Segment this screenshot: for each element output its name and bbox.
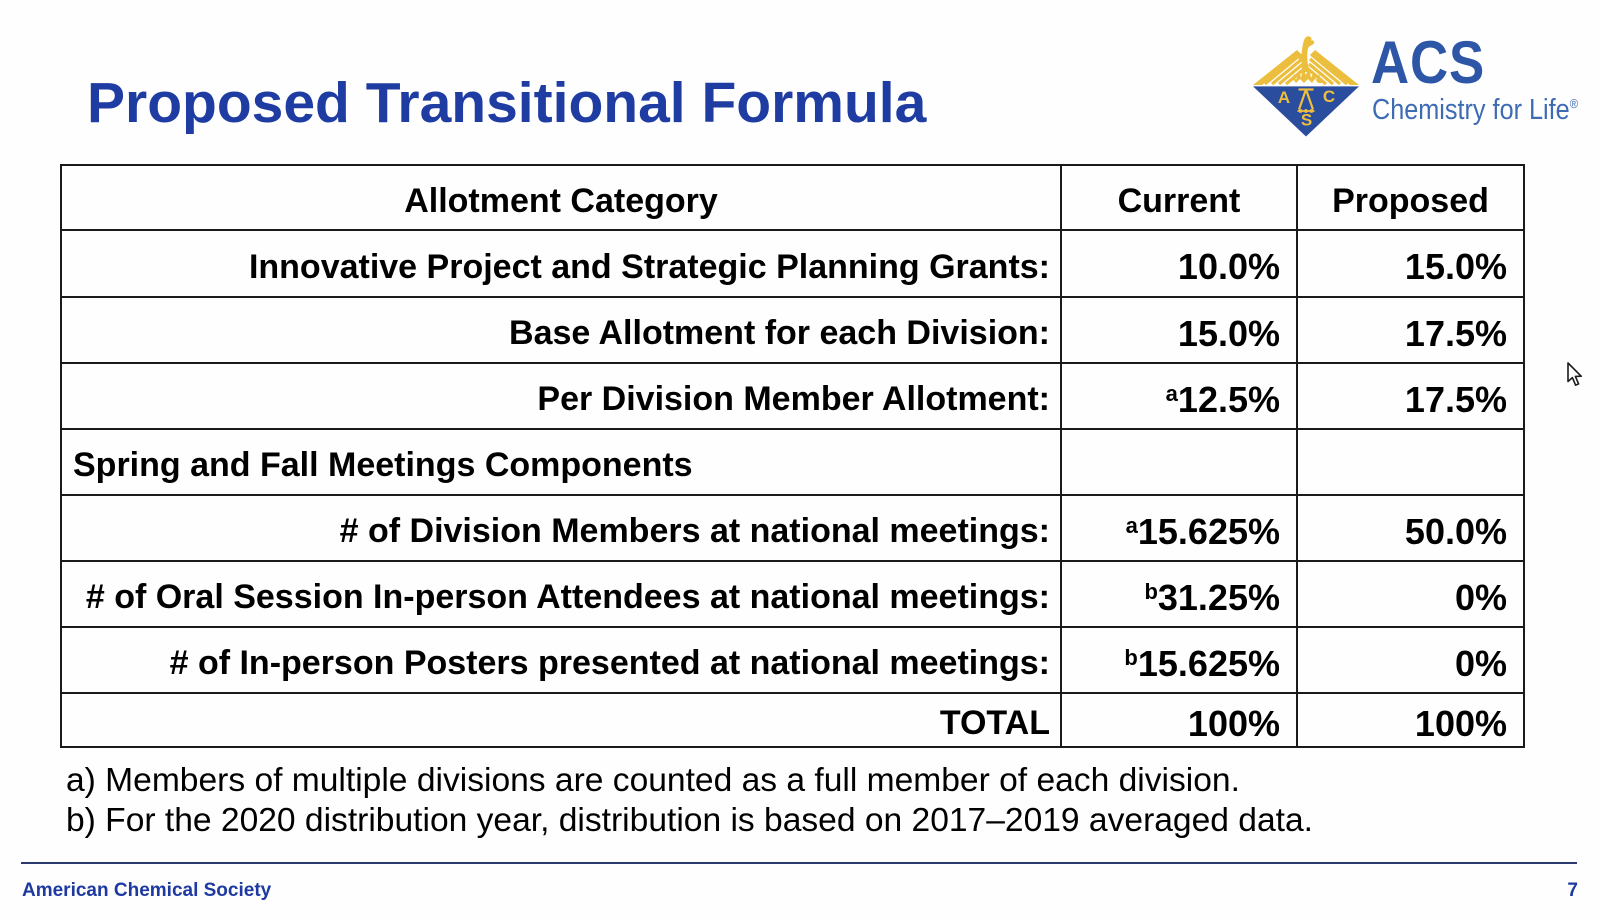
svg-text:C: C bbox=[1323, 87, 1335, 106]
svg-text:S: S bbox=[1301, 111, 1312, 130]
svg-text:A: A bbox=[1278, 88, 1290, 107]
